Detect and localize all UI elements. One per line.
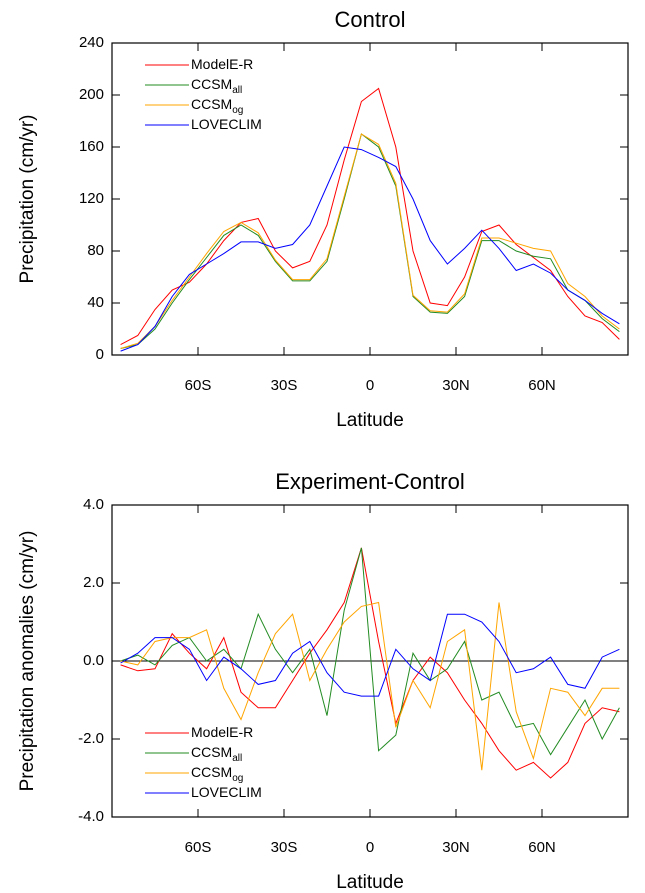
y-tick-label: 0.0: [83, 652, 104, 669]
plot-frame: [111, 42, 629, 356]
x-tick-label: 60N: [528, 839, 556, 856]
legend-entry: CCSMog: [191, 764, 243, 784]
data-line: [120, 87, 620, 346]
x-tick-label: 60S: [185, 377, 212, 394]
legend-name: CCSM: [191, 76, 232, 92]
x-tick-label: 0: [366, 377, 374, 394]
y-tick-label: 200: [79, 86, 104, 103]
data-line: [120, 133, 620, 349]
legend-entry: ModelE-R: [191, 56, 253, 72]
legend-entry: CCSMall: [191, 76, 242, 96]
y-tick-label: 120: [79, 190, 104, 207]
legend-entry: CCSMog: [191, 96, 243, 116]
legend-name: CCSM: [191, 744, 232, 760]
legend-name: LOVECLIM: [191, 116, 262, 132]
legend-name: CCSM: [191, 96, 232, 112]
legend-subscript: og: [232, 105, 243, 116]
x-tick-label: 60S: [185, 839, 212, 856]
y-tick-label: 2.0: [83, 574, 104, 591]
y-tick-label: 0: [96, 346, 104, 363]
y-tick-label: 160: [79, 138, 104, 155]
legend-entry: ModelE-R: [191, 724, 253, 740]
legend-name: CCSM: [191, 764, 232, 780]
y-tick-label: -4.0: [78, 808, 104, 825]
data-line: [120, 547, 620, 756]
data-line: [120, 613, 620, 697]
y-tick-label: -2.0: [78, 730, 104, 747]
legend-entry: LOVECLIM: [191, 784, 262, 800]
data-line: [120, 601, 620, 771]
legend-entry: LOVECLIM: [191, 116, 262, 132]
legend-name: ModelE-R: [191, 724, 253, 740]
data-line: [120, 547, 620, 779]
x-tick-label: 0: [366, 839, 374, 856]
x-tick-label: 30N: [442, 377, 470, 394]
legend-subscript: all: [232, 753, 242, 764]
chart-title: Control: [335, 7, 406, 32]
legend-name: ModelE-R: [191, 56, 253, 72]
x-tick-label: 30S: [271, 377, 298, 394]
y-tick-label: 40: [87, 294, 104, 311]
y-axis-label: Precipitation anomalies (cm/yr): [17, 531, 38, 792]
x-tick-label: 30N: [442, 839, 470, 856]
data-line: [120, 146, 620, 352]
legend-subscript: og: [232, 773, 243, 784]
y-tick-label: 4.0: [83, 496, 104, 513]
legend-subscript: all: [232, 85, 242, 96]
plot-frame: [111, 504, 629, 818]
data-line: [120, 133, 620, 349]
legend-entry: CCSMall: [191, 744, 242, 764]
x-tick-label: 30S: [271, 839, 298, 856]
x-axis-label: Latitude: [336, 410, 404, 431]
y-tick-label: 240: [79, 34, 104, 51]
x-tick-label: 60N: [528, 377, 556, 394]
y-axis-label: Precipitation (cm/yr): [17, 115, 38, 284]
legend-name: LOVECLIM: [191, 784, 262, 800]
y-tick-label: 80: [87, 242, 104, 259]
x-axis-label: Latitude: [336, 872, 404, 893]
chart-title: Experiment-Control: [275, 469, 465, 494]
